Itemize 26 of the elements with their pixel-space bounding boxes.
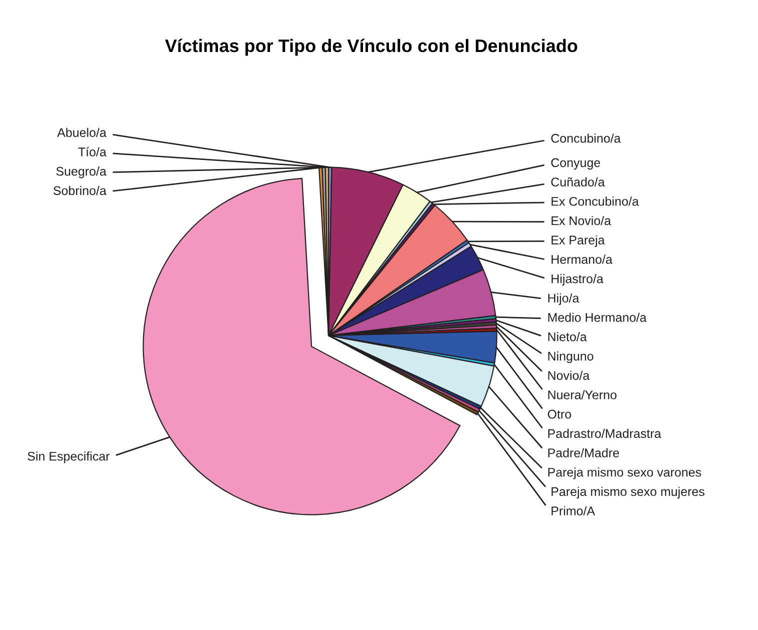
chart-title: Víctimas por Tipo de Vínculo con el Denunciado	[165, 38, 578, 56]
slice-label: Novio/a	[548, 370, 590, 380]
slice-label: Sin Especificar	[28, 452, 110, 464]
slice-label: Suegro/a	[56, 166, 106, 178]
slice-label: Hijastro/a	[552, 274, 604, 286]
slice-label: Hijo/a	[548, 293, 580, 306]
slice-label: Ex Pareja	[552, 235, 605, 247]
slice-label: Padre/Madre	[548, 448, 619, 458]
slice-label: Sobrino/a	[54, 186, 106, 196]
slice-label: Pareja mismo sexo varones	[548, 468, 702, 480]
slice-label: Medio Hermano/a	[548, 312, 647, 322]
slice-label: Primo/A	[552, 506, 596, 516]
slice-label: Padrastro/Madrastra	[548, 428, 662, 438]
slice-label: Tío/a	[78, 147, 106, 156]
slice-label: Abuelo/a	[57, 128, 106, 138]
slice-label: Otro	[548, 410, 572, 419]
slice-label: Cuñado/a	[551, 177, 605, 186]
slice-label: Ex Novio/a	[552, 216, 612, 226]
slice-label: Conyuge	[551, 158, 600, 170]
slice-label: Ex Concubino/a	[552, 196, 639, 206]
slice-label: Pareja mismo sexo mujeres	[552, 486, 704, 498]
slice-label: Ninguno	[548, 351, 594, 364]
slice-label: Nuera/Yerno	[548, 390, 616, 400]
slice-label: Hermano/a	[552, 254, 612, 264]
slice-label: Nieto/a	[548, 332, 587, 342]
slice-label: Concubino/a	[551, 134, 621, 143]
